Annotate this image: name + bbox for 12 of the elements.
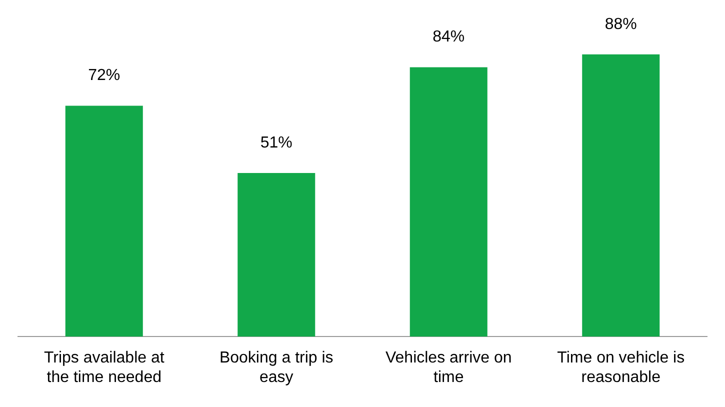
x-tick-label: Time on vehicle is reasonable — [557, 350, 685, 386]
data-label: 51% — [260, 134, 292, 152]
data-label: 84% — [432, 28, 465, 46]
x-tick-label: Trips available at the time needed — [44, 350, 165, 386]
x-tick-label: Booking a trip is easy — [219, 350, 334, 386]
bar — [582, 54, 660, 337]
bar — [410, 67, 488, 337]
bar — [238, 173, 316, 337]
data-label: 88% — [604, 16, 637, 33]
data-label: 72% — [88, 67, 120, 84]
x-tick-label: Vehicles arrive on time — [385, 350, 512, 386]
bar — [65, 106, 143, 337]
